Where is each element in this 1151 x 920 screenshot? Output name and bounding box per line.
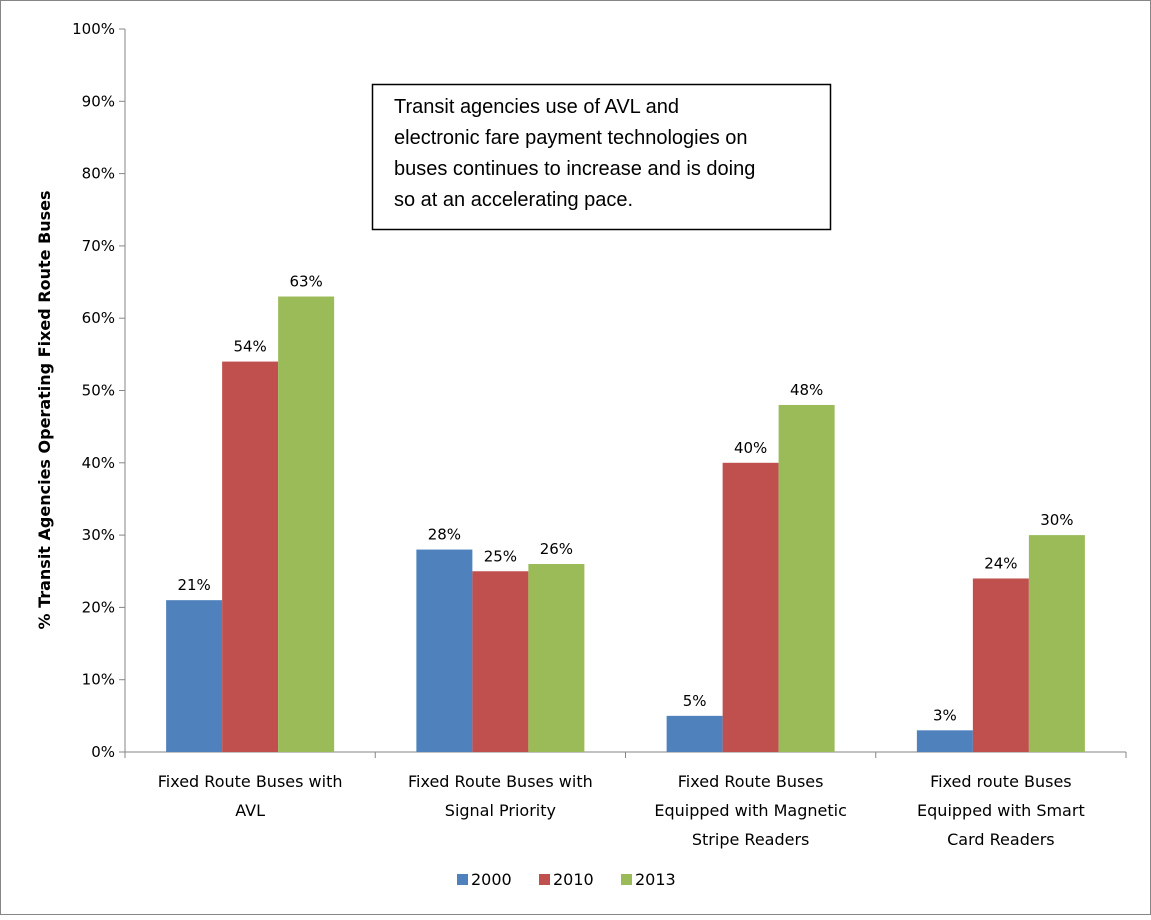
legend-label-2010: 2010 — [553, 870, 594, 889]
y-tick-label: 30% — [82, 526, 115, 544]
data-label-2000: 28% — [428, 526, 461, 544]
y-tick-label: 100% — [72, 20, 115, 38]
y-tick-label: 50% — [82, 382, 115, 400]
legend: 2000 2010 2013 — [457, 870, 676, 889]
category-label: Fixed Route Buses with — [158, 772, 343, 791]
bar-series — [166, 296, 1085, 752]
y-axis: 0% 10% 20% 30% 40% 50% 60% 70% 80% 90% 100% — [72, 20, 126, 761]
bar-2010 — [222, 361, 279, 752]
bar-2013 — [528, 564, 585, 752]
data-label-2013: 48% — [790, 381, 823, 399]
legend-swatch-2010 — [539, 874, 550, 885]
data-label-2013: 26% — [540, 540, 573, 558]
bar-2013 — [1028, 535, 1085, 752]
category-label: Fixed Route Buses — [678, 772, 824, 791]
category-label: Stripe Readers — [692, 830, 810, 849]
annotation-line: buses continues to increase and is doing — [394, 158, 755, 180]
y-tick-label: 70% — [82, 237, 115, 255]
legend-label-2013: 2013 — [635, 870, 676, 889]
category-label: Equipped with Magnetic — [654, 801, 847, 820]
annotation-box: Transit agencies use of AVL and electroni… — [371, 83, 832, 231]
data-label-2010: 25% — [484, 547, 517, 565]
y-tick-label: 60% — [82, 309, 115, 327]
legend-label-2000: 2000 — [471, 870, 512, 889]
data-label-2013: 63% — [289, 273, 322, 291]
data-label-2000: 5% — [683, 692, 707, 710]
bar-2000 — [416, 549, 473, 752]
legend-swatch-2013 — [621, 874, 632, 885]
annotation-line: so at an accelerating pace. — [394, 189, 633, 211]
data-label-2010: 54% — [233, 338, 266, 356]
bar-2000 — [666, 715, 723, 752]
y-tick-label: 80% — [82, 165, 115, 183]
annotation-line: Transit agencies use of AVL and — [394, 96, 679, 118]
y-tick-label: 0% — [91, 743, 115, 761]
bar-2000 — [166, 600, 223, 752]
bar-2000 — [916, 730, 973, 752]
category-label: Card Readers — [947, 830, 1054, 849]
annotation-line: electronic fare payment technologies on — [394, 127, 748, 149]
bar-2013 — [278, 296, 335, 752]
bar-2010 — [472, 571, 529, 752]
bar-2010 — [972, 578, 1029, 752]
data-label-2013: 30% — [1040, 511, 1073, 529]
bar-2013 — [778, 404, 835, 752]
y-tick-label: 90% — [82, 92, 115, 110]
data-labels: 21% 54% 63% 28% 25% 26% 5% 40% 48% 3% 24% 30% — [177, 273, 1073, 725]
bar-2010 — [722, 462, 779, 752]
category-label: Fixed route Buses — [930, 772, 1072, 791]
y-tick-label: 40% — [82, 454, 115, 472]
data-label-2000: 3% — [933, 706, 957, 724]
category-label: Fixed Route Buses with — [408, 772, 593, 791]
y-tick-label: 20% — [82, 598, 115, 616]
data-label-2010: 40% — [734, 439, 767, 457]
category-label: Equipped with Smart — [917, 801, 1085, 820]
data-label-2000: 21% — [177, 576, 210, 594]
category-label: AVL — [235, 801, 265, 820]
annotation-border — [371, 83, 832, 231]
category-label: Signal Priority — [445, 801, 556, 820]
y-tick-label: 10% — [82, 671, 115, 689]
category-labels: Fixed Route Buses with AVL Fixed Route Bus… — [158, 772, 1085, 849]
legend-swatch-2000 — [457, 874, 468, 885]
y-axis-title: % Transit Agencies Operating Fixed Route… — [35, 190, 54, 629]
data-label-2010: 24% — [984, 554, 1017, 572]
